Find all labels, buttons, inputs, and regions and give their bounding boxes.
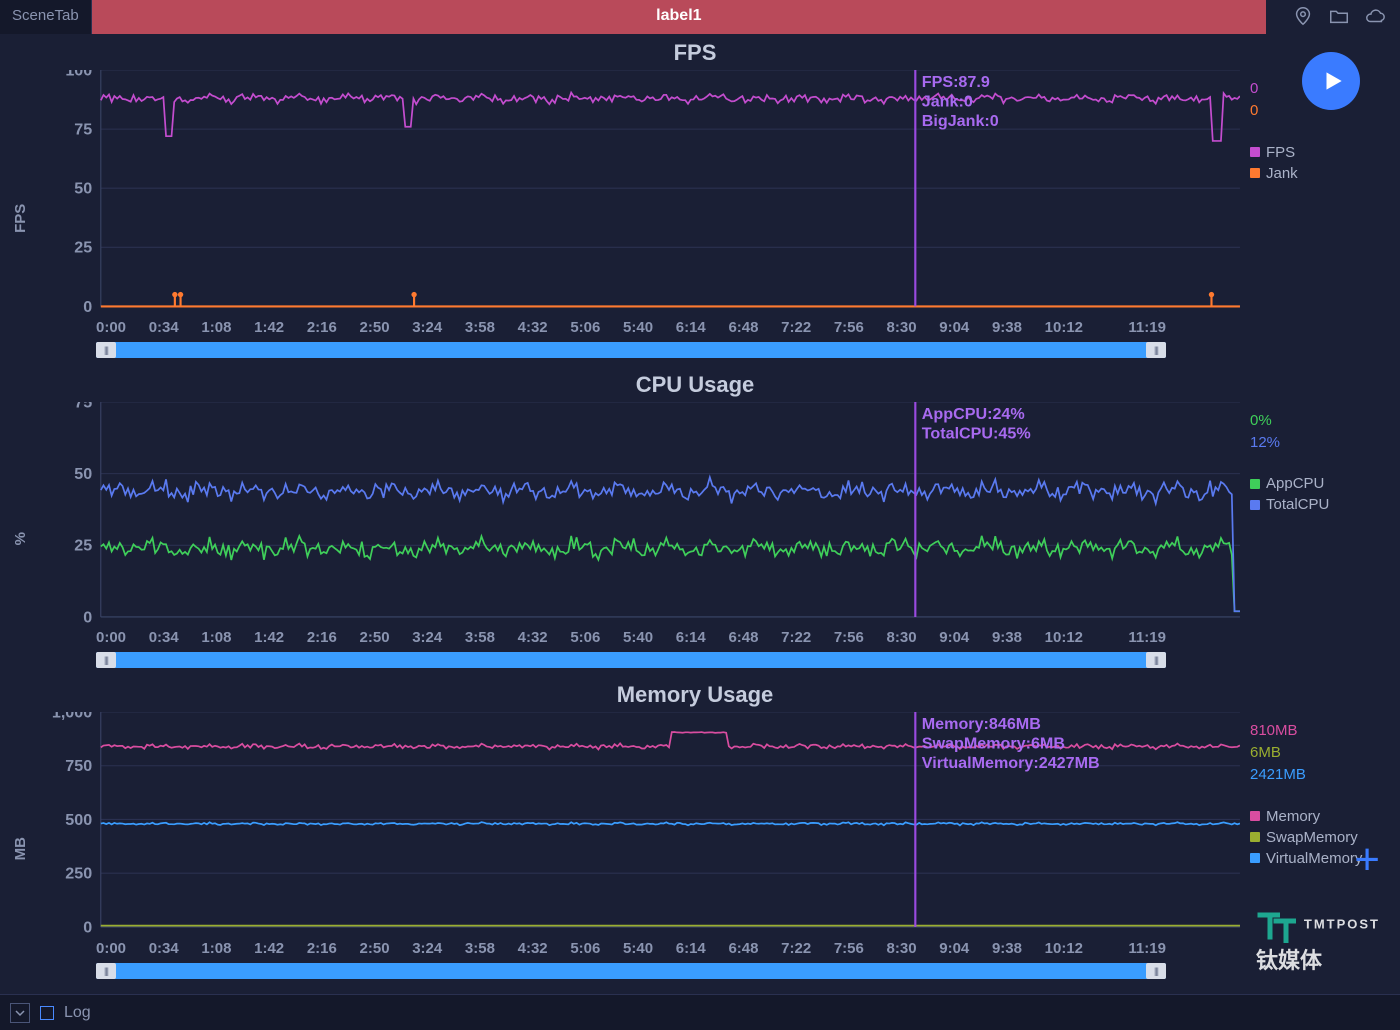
svg-text:75: 75 xyxy=(74,402,92,411)
svg-text:25: 25 xyxy=(74,537,92,555)
cpu-block: CPU Usage % 0 25 50 75 AppCPU:24%TotalCPU:45… xyxy=(0,372,1396,676)
memory-legend: 810MB6MB2421MBMemorySwapMemoryVirtualMem… xyxy=(1240,712,1380,986)
memory-range-handle-left[interactable] xyxy=(96,963,116,979)
cpu-xaxis: 0:000:341:081:422:162:503:243:584:325:06… xyxy=(96,629,1166,646)
fps-range-slider[interactable] xyxy=(96,342,1166,358)
svg-text:0: 0 xyxy=(83,298,92,313)
memory-xaxis: 0:000:341:081:422:162:503:243:584:325:06… xyxy=(96,940,1166,957)
bottom-bar: Log xyxy=(0,994,1400,1030)
cpu-chart: 0 25 50 75 AppCPU:24%TotalCPU:45% xyxy=(32,402,1240,623)
svg-text:FPS:87.9: FPS:87.9 xyxy=(922,73,990,91)
cpu-ylabel: % xyxy=(10,402,32,676)
cpu-range-handle-right[interactable] xyxy=(1146,652,1166,668)
memory-ylabel: MB xyxy=(10,712,32,986)
svg-text:1,000: 1,000 xyxy=(52,712,92,721)
fps-chart: 0 25 50 75 100 FPS:87.9 Jank:0BigJank:0 xyxy=(32,70,1240,313)
svg-text:750: 750 xyxy=(65,757,92,775)
fps-xaxis: 0:000:341:081:422:162:503:243:584:325:06… xyxy=(96,319,1166,336)
svg-text:TotalCPU:45%: TotalCPU:45% xyxy=(922,424,1031,442)
svg-text:500: 500 xyxy=(65,811,92,829)
svg-text:Jank:0: Jank:0 xyxy=(922,93,973,111)
cpu-title: CPU Usage xyxy=(10,372,1380,398)
svg-text:50: 50 xyxy=(74,465,92,483)
fps-range-handle-left[interactable] xyxy=(96,342,116,358)
svg-text:50: 50 xyxy=(74,180,92,198)
svg-text:100: 100 xyxy=(65,70,92,79)
memory-range-handle-right[interactable] xyxy=(1146,963,1166,979)
svg-text:AppCPU:24%: AppCPU:24% xyxy=(922,405,1025,423)
svg-text:25: 25 xyxy=(74,239,92,257)
folder-icon[interactable] xyxy=(1328,5,1350,30)
cpu-legend: 0%12%AppCPUTotalCPU xyxy=(1240,402,1380,676)
panel-dropdown[interactable] xyxy=(10,1003,30,1023)
fps-ylabel: FPS xyxy=(10,70,32,366)
fps-legend: 00FPSJank xyxy=(1240,70,1380,366)
scene-tab[interactable]: SceneTab xyxy=(0,0,92,34)
svg-text:VirtualMemory:2427MB: VirtualMemory:2427MB xyxy=(922,754,1100,772)
location-icon[interactable] xyxy=(1292,5,1314,30)
memory-chart: 0 250 500 750 1,000 Memory:846MB SwapMemory:6M… xyxy=(32,712,1240,933)
fps-range-handle-right[interactable] xyxy=(1146,342,1166,358)
title-bar[interactable]: label1 xyxy=(92,0,1266,34)
svg-text:250: 250 xyxy=(65,865,92,883)
svg-text:75: 75 xyxy=(74,120,92,138)
fps-title: FPS xyxy=(10,40,1380,66)
memory-range-slider[interactable] xyxy=(96,963,1166,979)
svg-text:SwapMemory:6MB: SwapMemory:6MB xyxy=(922,735,1065,753)
memory-title: Memory Usage xyxy=(10,682,1380,708)
svg-text:0: 0 xyxy=(83,608,92,623)
cpu-range-handle-left[interactable] xyxy=(96,652,116,668)
svg-text:0: 0 xyxy=(83,919,92,934)
fps-block: FPS FPS 0 25 50 75 100 FPS:87.9 Jank:0BigJank:… xyxy=(0,40,1396,366)
play-button[interactable] xyxy=(1302,52,1360,110)
svg-text:BigJank:0: BigJank:0 xyxy=(922,112,999,130)
log-checkbox[interactable] xyxy=(40,1006,54,1020)
log-label: Log xyxy=(64,1004,91,1022)
memory-block: Memory Usage MB 0 250 500 750 1,000 Memory:84… xyxy=(0,682,1396,986)
cpu-range-slider[interactable] xyxy=(96,652,1166,668)
svg-text:Memory:846MB: Memory:846MB xyxy=(922,715,1041,733)
cloud-icon[interactable] xyxy=(1364,5,1386,30)
